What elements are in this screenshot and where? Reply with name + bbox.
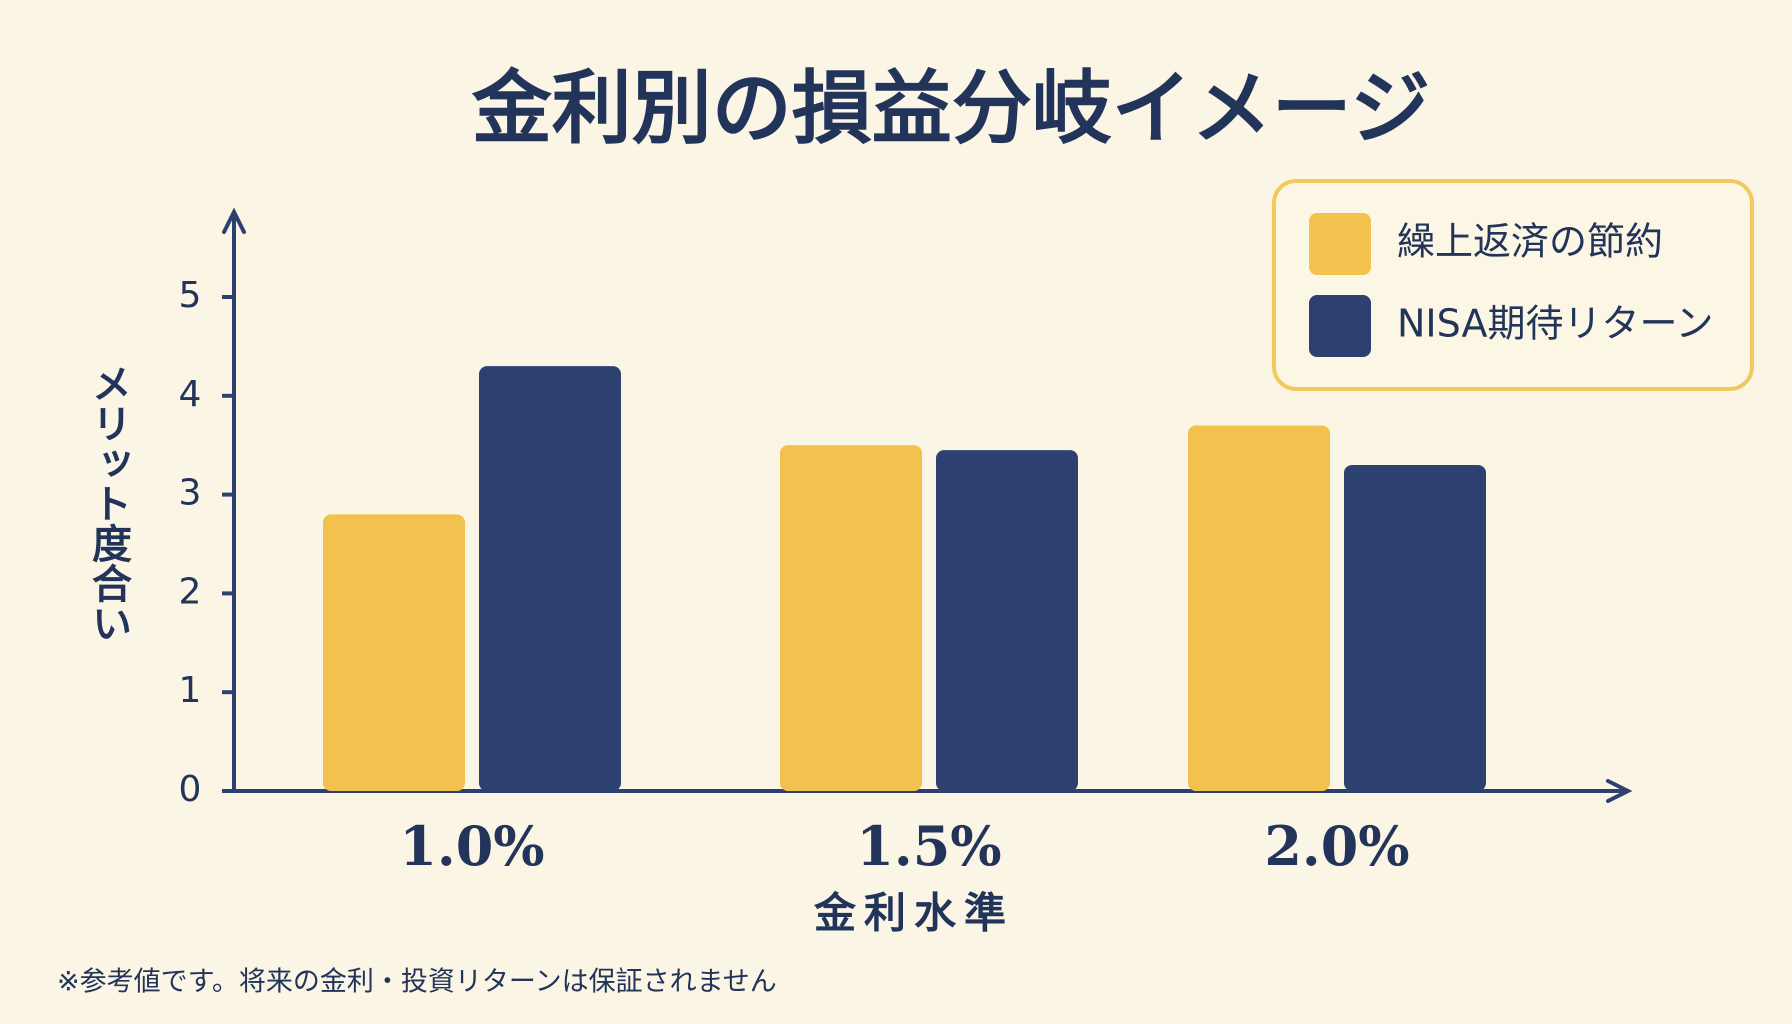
legend-swatch (1309, 295, 1371, 357)
footnote: ※参考値です。将来の金利・投資リターンは保証されません (57, 967, 777, 998)
y-axis-title: メリット度合い (85, 363, 132, 643)
x-axis-arrow (1606, 779, 1633, 803)
bar (1344, 464, 1486, 791)
legend-label: NISA期待リターン (1397, 302, 1714, 346)
y-axis-arrow (222, 207, 246, 234)
x-tick-label: 1.0% (399, 814, 544, 878)
bar (1188, 425, 1330, 791)
x-tick-label: 2.0% (1264, 814, 1409, 878)
y-tick-label: 3 (179, 473, 202, 514)
bar (780, 445, 922, 791)
x-tick-label: 1.5% (856, 814, 1001, 878)
bar (323, 514, 465, 791)
y-tick-label: 4 (179, 374, 202, 415)
y-tick-label: 2 (179, 571, 202, 612)
bar (479, 366, 621, 791)
legend-label: 繰上返済の節約 (1397, 220, 1663, 264)
chart-title: 金利別の損益分岐イメージ (471, 62, 1430, 155)
y-tick-label: 1 (179, 670, 202, 711)
legend-box (1272, 179, 1754, 391)
y-tick-label: 5 (179, 275, 202, 316)
y-tick-label: 0 (179, 769, 202, 810)
legend-swatch (1309, 213, 1371, 275)
x-axis-title: 金利水準 (813, 889, 1014, 938)
bar (936, 450, 1078, 791)
